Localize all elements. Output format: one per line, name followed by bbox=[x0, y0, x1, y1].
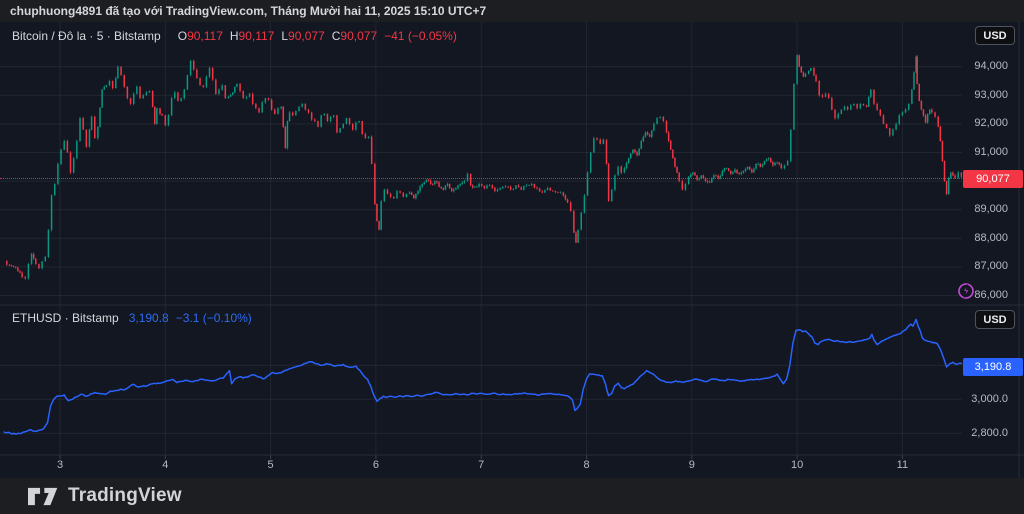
price-axis-label: 2,800.0 bbox=[971, 426, 1008, 439]
tradingview-logo-icon[interactable] bbox=[28, 487, 59, 506]
attribution-text: chuphuong4891 đã tạo với TradingView.com… bbox=[10, 4, 487, 18]
btc-currency-button[interactable]: USD bbox=[975, 26, 1015, 45]
time-axis-label: 3 bbox=[56, 459, 64, 471]
price-axis-label: 89,000 bbox=[974, 203, 1008, 216]
btc-high-value: 90,117 bbox=[238, 29, 275, 43]
price-axis-label: 94,000 bbox=[974, 60, 1008, 73]
time-axis-label: 10 bbox=[790, 459, 804, 471]
eth-change: −3.1 (−0.10%) bbox=[175, 311, 252, 325]
btc-low-label: L bbox=[281, 29, 289, 43]
price-axis-label: 88,000 bbox=[974, 231, 1008, 244]
btc-open-value: 90,117 bbox=[187, 29, 223, 43]
btc-symbol-title: Bitcoin / Đô la · 5 · Bitstamp bbox=[12, 29, 161, 43]
footer-bar: TradingView bbox=[0, 478, 1024, 514]
time-axis-label: 11 bbox=[896, 459, 909, 471]
price-axis-label: 86,000 bbox=[974, 289, 1008, 301]
time-axis-label: 4 bbox=[162, 459, 169, 471]
btc-close-value: 90,077 bbox=[340, 29, 378, 43]
price-axis-label: 3,000.0 bbox=[971, 392, 1008, 405]
eth-last-value: 3,190.8 bbox=[128, 311, 169, 325]
price-axis-label: 93,000 bbox=[974, 88, 1008, 101]
btc-last-price-line bbox=[0, 178, 962, 179]
btc-close-label: C bbox=[331, 29, 341, 43]
price-axis-label: 87,000 bbox=[974, 260, 1008, 273]
time-axis-label: 9 bbox=[688, 459, 695, 471]
btc-last-price-tag: 90,077 bbox=[963, 170, 1023, 188]
btc-open-label: O bbox=[177, 29, 188, 43]
eth-legend: ETHUSD · Bitstamp 3,190.8 −3.1 (−0.10%) bbox=[12, 311, 252, 325]
attribution-bar: chuphuong4891 đã tạo với TradingView.com… bbox=[0, 0, 1024, 22]
eth-currency-button[interactable]: USD bbox=[975, 310, 1015, 329]
time-axis-label: 5 bbox=[267, 459, 274, 471]
tradingview-brand-text[interactable]: TradingView bbox=[68, 485, 182, 506]
eth-symbol-title: ETHUSD · Bitstamp bbox=[12, 311, 119, 325]
eth-last-price-tag: 3,190.8 bbox=[963, 358, 1023, 376]
flash-boost-icon[interactable] bbox=[957, 282, 975, 300]
time-axis-label: 6 bbox=[372, 459, 379, 471]
time-axis-label: 7 bbox=[478, 459, 485, 471]
btc-high-label: H bbox=[229, 29, 239, 43]
btc-legend: Bitcoin / Đô la · 5 · Bitstamp O90,117 H90… bbox=[12, 29, 457, 43]
price-axis-label: 91,000 bbox=[974, 146, 1008, 158]
btc-low-value: 90,077 bbox=[288, 29, 325, 43]
price-axis-label: 92,000 bbox=[974, 117, 1008, 130]
time-axis-label: 8 bbox=[583, 459, 590, 471]
btc-change: −41 (−0.05%) bbox=[384, 29, 457, 43]
